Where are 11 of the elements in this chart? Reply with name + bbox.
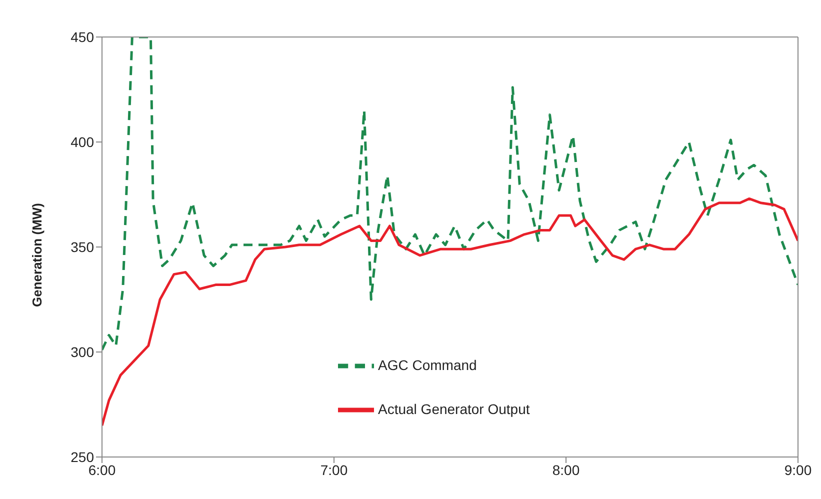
- x-tick-label: 7:00: [320, 462, 348, 478]
- y-axis-title: Generation (MW): [30, 203, 45, 307]
- y-tick-label: 300: [70, 344, 94, 360]
- legend-label: AGC Command: [378, 357, 477, 373]
- y-tick-label: 400: [70, 134, 94, 150]
- line-series: [102, 197, 798, 427]
- x-tick-label: 8:00: [552, 462, 580, 478]
- y-tick-label: 450: [70, 28, 94, 45]
- x-tick-label: 9:00: [784, 462, 812, 478]
- legend-label: Actual Generator Output: [378, 401, 530, 417]
- y-tick-label: 350: [70, 238, 94, 255]
